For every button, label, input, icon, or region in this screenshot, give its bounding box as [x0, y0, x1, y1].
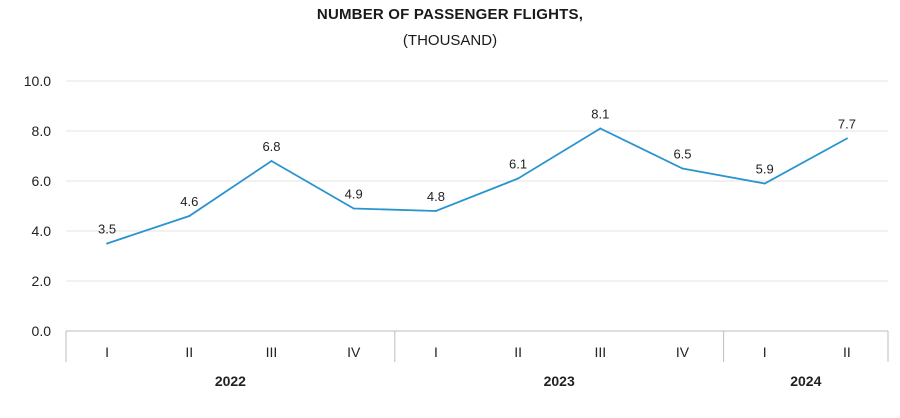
x-category-label: II — [185, 344, 193, 360]
x-category-label: II — [843, 344, 851, 360]
x-category-label: II — [514, 344, 522, 360]
y-tick-label: 6.0 — [32, 173, 52, 189]
data-point — [681, 167, 684, 170]
data-point — [517, 177, 520, 180]
x-category-label: IV — [676, 344, 690, 360]
y-tick-label: 2.0 — [32, 273, 52, 289]
data-label: 4.8 — [427, 189, 445, 204]
data-labels: 3.5 4.6 6.8 4.9 4.8 6.1 8.1 6.5 5.9 7.7 — [98, 107, 856, 237]
data-label: 3.5 — [98, 222, 116, 237]
x-category-label: III — [266, 344, 278, 360]
x-axis-years: 2022 2023 2024 — [215, 373, 822, 389]
data-point — [106, 242, 109, 245]
y-axis-ticks: 0.0 2.0 4.0 6.0 8.0 10.0 — [24, 73, 51, 339]
data-label: 4.6 — [180, 194, 198, 209]
x-year-label: 2022 — [215, 373, 246, 389]
data-label: 6.5 — [673, 147, 691, 162]
chart-subtitle: (THOUSAND) — [402, 32, 498, 49]
x-year-label: 2023 — [544, 373, 575, 389]
y-tick-label: 10.0 — [24, 73, 51, 89]
x-axis-categories: I II III IV I II III IV I II — [105, 344, 851, 360]
data-label: 6.1 — [509, 157, 527, 172]
series-line — [106, 127, 848, 245]
data-point — [763, 182, 766, 185]
series-line-group — [106, 127, 848, 245]
x-category-label: IV — [347, 344, 361, 360]
x-year-label: 2024 — [790, 373, 821, 389]
data-point — [352, 207, 355, 210]
y-tick-label: 4.0 — [32, 223, 52, 239]
data-label: 6.8 — [262, 139, 280, 154]
x-category-label: I — [434, 344, 438, 360]
x-axis — [65, 330, 889, 362]
data-point — [434, 210, 437, 212]
data-label: 4.9 — [345, 187, 363, 202]
x-category-label: III — [594, 344, 606, 360]
data-point — [845, 137, 848, 140]
y-tick-label: 0.0 — [32, 323, 52, 339]
y-tick-label: 8.0 — [32, 123, 52, 139]
data-point — [599, 127, 602, 130]
x-category-label: I — [763, 344, 767, 360]
data-label: 7.7 — [838, 117, 856, 132]
data-label: 8.1 — [591, 107, 609, 122]
gridlines — [66, 80, 888, 282]
chart-title: NUMBER OF PASSENGER FLIGHTS, — [316, 6, 584, 23]
data-label: 5.9 — [756, 162, 774, 177]
data-point — [188, 215, 191, 217]
x-category-label: I — [105, 344, 109, 360]
data-point — [270, 160, 273, 162]
